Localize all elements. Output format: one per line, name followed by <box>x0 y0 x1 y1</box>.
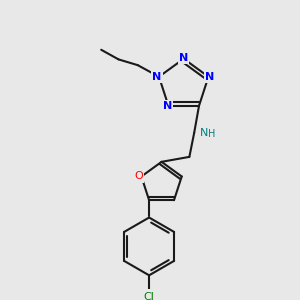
Text: N: N <box>200 128 208 138</box>
Text: N: N <box>163 101 172 111</box>
Text: N: N <box>179 53 188 63</box>
Text: N: N <box>152 72 162 82</box>
Text: N: N <box>205 72 214 82</box>
Text: Cl: Cl <box>144 292 154 300</box>
Text: H: H <box>208 129 215 139</box>
Text: O: O <box>134 172 143 182</box>
